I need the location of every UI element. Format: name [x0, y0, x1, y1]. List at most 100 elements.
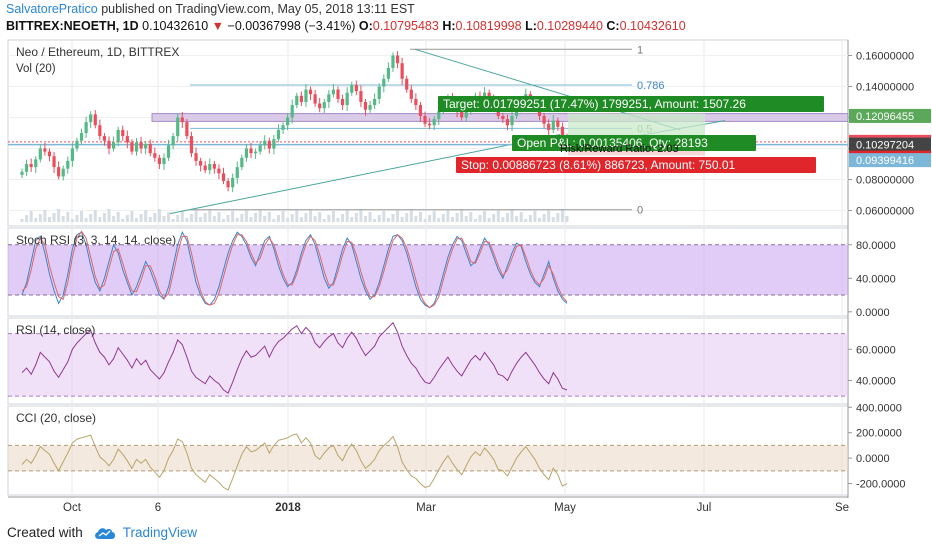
candle-body: [153, 153, 157, 158]
volume-bar: [203, 213, 207, 222]
candle-body: [437, 111, 441, 120]
volume-label: Vol (20): [16, 63, 56, 75]
volume-bar: [217, 212, 221, 222]
symbol-label: BITTREX:NEOETH, 1D: [6, 19, 139, 33]
candle-body: [43, 148, 47, 152]
volume-bar: [528, 215, 532, 222]
volume-bar: [505, 213, 509, 222]
volume-bar: [414, 216, 418, 222]
candle-body: [125, 136, 129, 143]
volume-bar: [272, 219, 276, 222]
candle-body: [299, 95, 303, 102]
candle-body: [240, 157, 244, 168]
indicator-band: [8, 333, 848, 397]
volume-bar: [47, 217, 51, 222]
candle-body: [98, 125, 102, 137]
y-tick-label: 80.0000: [856, 240, 896, 252]
volume-bar: [373, 219, 377, 222]
tradingview-cloud-icon: [94, 527, 115, 539]
y-tick-label: 40.0000: [856, 376, 896, 388]
tradingview-logo[interactable]: TradingView: [122, 525, 198, 540]
volume-bar: [38, 214, 42, 222]
volume-bar: [565, 216, 569, 222]
volume-bar: [112, 216, 116, 222]
author-link[interactable]: SalvatorePratico: [6, 2, 98, 16]
volume-bar: [501, 217, 505, 222]
price-tag-bg: [849, 137, 931, 152]
volume-bar: [107, 209, 111, 222]
volume-bar: [432, 211, 436, 222]
candle-body: [345, 92, 349, 106]
candle-body: [313, 94, 317, 104]
candle-body: [542, 115, 546, 124]
pnl-label: Open P&L: 0.00135406, Qty: 28193: [512, 135, 756, 151]
candle-body: [395, 55, 400, 64]
volume-bar: [276, 215, 280, 222]
change-arrow-icon: ▼: [211, 19, 225, 33]
candle-body: [281, 125, 285, 130]
footer: Created with TradingView: [7, 525, 197, 540]
volume-bar: [226, 215, 230, 222]
volume-bar: [551, 217, 555, 222]
candle-body: [139, 142, 143, 149]
volume-bar: [428, 215, 432, 222]
indicator-series-line: [21, 321, 568, 394]
volume-bar: [396, 210, 400, 222]
candle-body: [89, 114, 93, 123]
last-price: 0.10432610: [142, 19, 209, 33]
volume-bar: [157, 209, 161, 222]
volume-bar: [267, 212, 271, 222]
volume-bar: [176, 215, 180, 222]
volume-bar: [473, 219, 477, 222]
candle-body: [20, 171, 24, 175]
indicator-series-line: [21, 230, 568, 309]
volume-bar: [144, 210, 148, 222]
candle-body: [93, 114, 97, 126]
volume-bar: [382, 211, 386, 222]
volume-bar: [222, 219, 226, 222]
volume-bar: [199, 217, 203, 222]
candle-body: [111, 142, 116, 149]
volume-bar: [542, 214, 546, 222]
indicator-title: CCI (20, close): [16, 411, 96, 425]
candle-body: [121, 129, 125, 137]
volume-bar: [377, 215, 381, 222]
indicator-title: Stoch RSI (3, 3, 14, 14, close): [16, 233, 176, 247]
trend-line: [169, 134, 561, 215]
fib-label: 0.786: [637, 80, 665, 92]
candle-body: [166, 145, 171, 158]
candle-body: [61, 168, 65, 177]
y-tick-label: 0.14000000: [856, 82, 914, 94]
y-tick-label: 200.0000: [856, 428, 902, 440]
candle-body: [377, 86, 381, 99]
candle-body: [235, 167, 239, 178]
volume-bar: [194, 210, 198, 222]
candle-body: [66, 160, 70, 169]
indicator-series-line: [21, 230, 568, 309]
candle-body: [368, 105, 372, 110]
candle-body: [144, 143, 148, 149]
candle-body: [331, 89, 336, 95]
y-tick-label: 0.08000000: [856, 175, 914, 187]
fib-label: 1: [637, 44, 643, 56]
volume-bar: [524, 219, 528, 222]
volume-bar: [409, 209, 413, 222]
x-tick-label: May: [554, 502, 576, 514]
y-tick-label: 0.06000000: [856, 206, 914, 218]
candle-body: [464, 109, 468, 118]
candle-body: [515, 108, 519, 116]
candle-body: [547, 123, 551, 130]
volume-bar: [560, 209, 564, 222]
candle-body: [359, 91, 363, 102]
candle-body: [148, 143, 152, 154]
pane-frame: [7, 39, 849, 227]
chart-area[interactable]: Oct 6 2018 Mar May Jul Se 0.06000000 0.08000000 0…: [0, 0, 932, 520]
candle-body: [29, 164, 33, 168]
volume-bar: [249, 217, 253, 222]
volume-bar: [84, 218, 88, 222]
candle-body: [157, 157, 161, 164]
candle-body: [47, 151, 52, 157]
volume-bar: [235, 218, 239, 222]
x-tick-label: Mar: [416, 502, 436, 514]
candle-body: [391, 55, 395, 68]
